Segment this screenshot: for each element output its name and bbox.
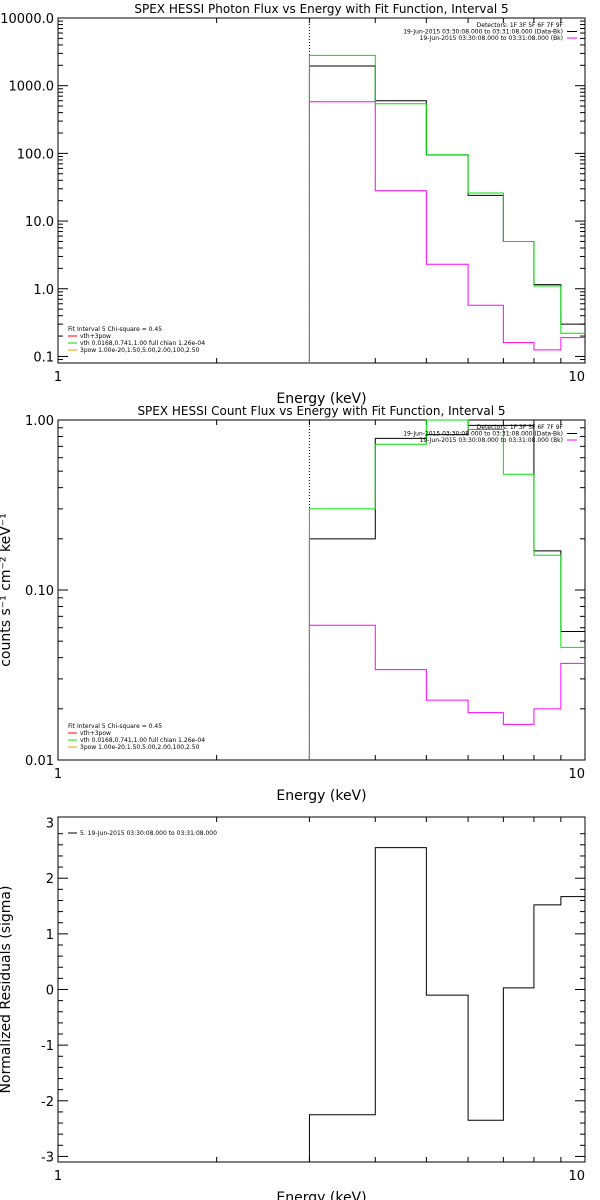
plot-frame: [57, 17, 586, 364]
photon-flux-panel: 1 10 0.1 1.0 10.0 100.0 1000.0 10000.0 SPEX HESS…: [0, 2, 586, 407]
count-flux-panel: 1 10 0.01 0.10 1.00 SPEX HESSI Count Flux vs …: [0, 404, 586, 804]
legend-right-entry: 19-Jun-2015 03:30:08.000 to 03:31:08.000…: [420, 437, 563, 444]
y-tick-label: -1: [41, 1039, 54, 1054]
y-axis-title: Normalized Residuals (sigma): [0, 886, 14, 1094]
plot-frame: [57, 419, 586, 761]
x-axis-title: Energy (keV): [276, 1190, 366, 1200]
y-tick-label: 100.0: [17, 147, 54, 162]
y-tick-label: 3: [46, 817, 54, 832]
x-tick-label: 10: [568, 1169, 585, 1184]
x-axis-title: Energy (keV): [276, 788, 366, 804]
y-tick-label: 0: [46, 984, 54, 999]
series-step-line: [308, 54, 585, 363]
y-tick-label: 10000.0: [0, 12, 54, 27]
legend-right-entry: Detectors: 1F 3F 5F 6F 7F 9F: [477, 22, 564, 29]
y-tick-label: 0.10: [25, 584, 54, 599]
x-tick-label: 10: [568, 767, 585, 782]
series-step-line: [308, 101, 585, 363]
x-tick-label: 10: [568, 370, 585, 385]
series-step-line: [308, 419, 585, 760]
x-tick-label: 1: [54, 767, 62, 782]
y-tick-label: -2: [41, 1095, 54, 1110]
y-tick-label: 1.00: [25, 414, 54, 429]
legend-right-entry: 19-Jun-2015 03:30:08.000 to 03:31:08.000…: [420, 35, 563, 42]
y-tick-label: -3: [41, 1150, 54, 1165]
legend-left-entry: vth 0.0168,0.741,1.00 full chian 1.26e-0…: [80, 340, 205, 347]
chart-title: SPEX HESSI Count Flux vs Energy with Fit…: [137, 404, 505, 418]
x-tick-label: 1: [54, 370, 62, 385]
legend-right-entry: Detectors: 1F 3F 5F 6F 7F 9F: [477, 424, 564, 431]
legend-left-entry: vth+3pow: [80, 730, 111, 737]
legend-left-entry: 5. 19-Jun-2015 03:30:08.000 to 03:31:08.…: [80, 830, 217, 837]
legend-left-entry: 3pow 1.00e-20,1.50,5.00,2.00,100,2.50: [80, 347, 200, 354]
y-tick-label: 10.0: [25, 215, 54, 230]
series-step-line: [308, 847, 585, 1162]
y-tick-label: 0.1: [33, 350, 54, 365]
chart-title: SPEX HESSI Photon Flux vs Energy with Fi…: [134, 2, 508, 16]
legend-right-entry: 19-Jun-2015 03:30:08.000 to 03:31:08.000…: [403, 431, 563, 438]
legend-right-entry: 19-Jun-2015 03:30:08.000 to 03:31:08.000…: [403, 29, 563, 36]
legend-left-entry: vth 0.0168,0.741,1.00 full chian 1.26e-0…: [80, 737, 205, 744]
residuals-panel: 1 10 -3 -2 -1 0 1 2 3 Energy (keV) Normalized Resi…: [0, 816, 586, 1200]
series-step-line: [308, 65, 585, 363]
legend-left-entry: Fit Interval 5 Chi-square = 0.45: [68, 723, 162, 730]
x-axis-title: Energy (keV): [276, 391, 366, 407]
y-tick-label: 1: [46, 928, 54, 943]
series-step-line: [308, 424, 585, 760]
y-tick-label: 1.0: [33, 283, 54, 298]
legend-left-entry: vth+3pow: [80, 333, 111, 340]
y-tick-label: 0.01: [25, 754, 54, 769]
y-tick-label: 1000.0: [9, 80, 55, 95]
legend-left-entry: 3pow 1.00e-20,1.50,5.00,2.00,100,2.50: [80, 744, 200, 751]
x-tick-label: 1: [54, 1169, 62, 1184]
series-step-line: [308, 624, 585, 760]
y-axis-title: counts s⁻¹ cm⁻² keV⁻¹: [0, 513, 14, 667]
legend-left-entry: Fit Interval 5 Chi-square = 0.45: [68, 326, 162, 333]
plot-frame: [57, 816, 586, 1163]
y-tick-label: 2: [46, 872, 54, 887]
